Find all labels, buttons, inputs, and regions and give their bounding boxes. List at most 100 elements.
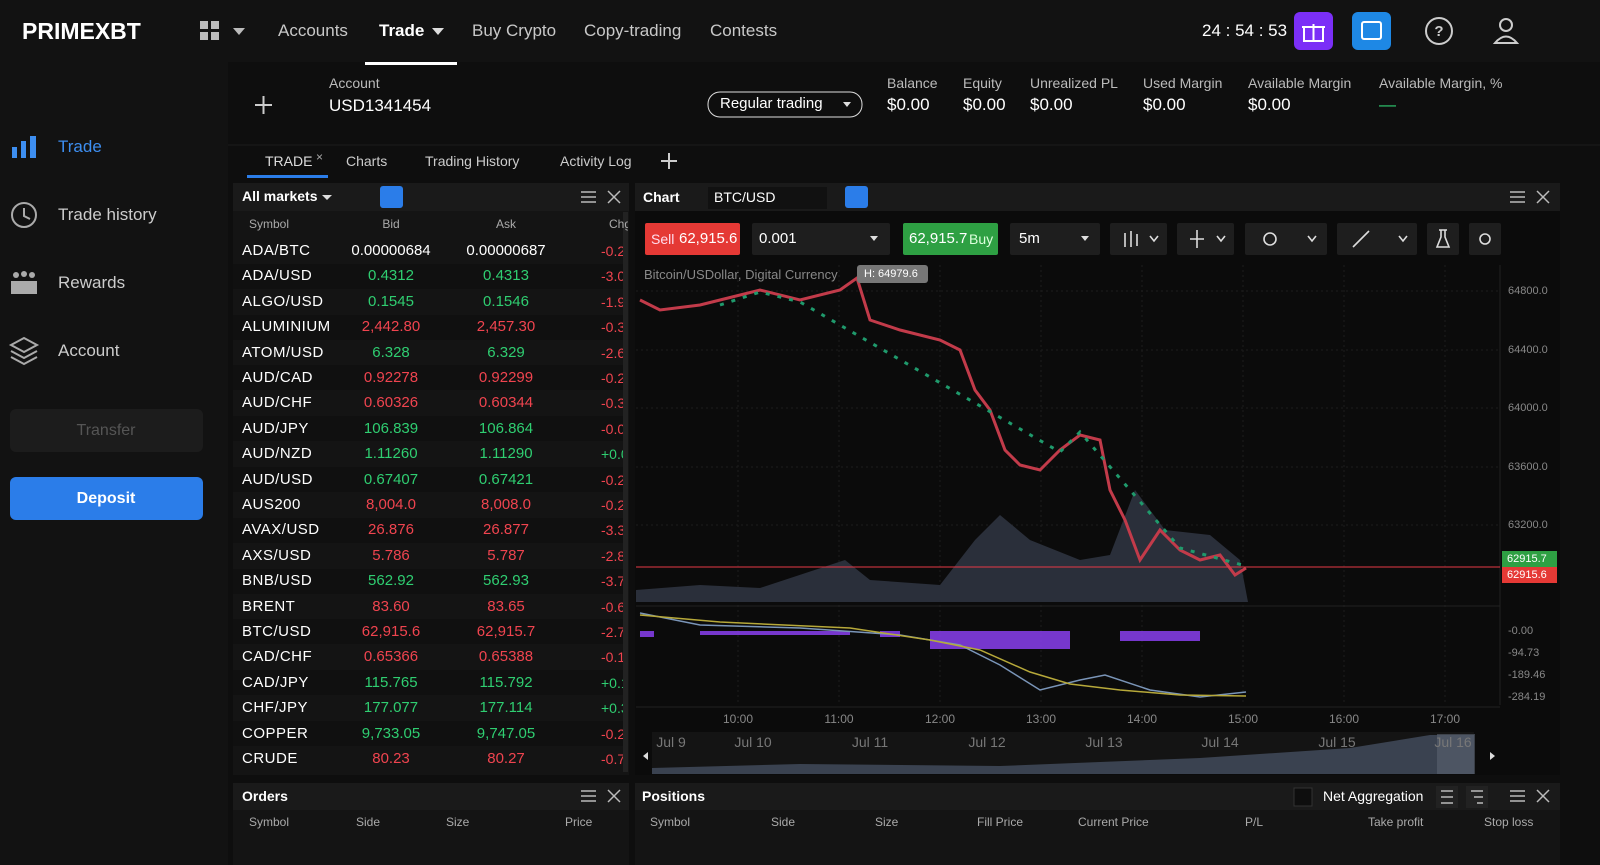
deposit-button[interactable]	[10, 477, 203, 520]
market-bid: 83.60	[372, 597, 410, 615]
market-symbol[interactable]: CRUDE	[242, 750, 298, 767]
quantity[interactable]: 0.001	[759, 230, 797, 247]
chart-menu[interactable]	[1510, 190, 1550, 204]
market-symbol[interactable]: COPPER	[242, 724, 309, 742]
market-symbol[interactable]: ALGO/USD	[242, 292, 324, 310]
sidebar-item[interactable]: Rewards	[58, 273, 126, 292]
market-symbol[interactable]: CAD/CHF	[242, 648, 313, 666]
symbol-box[interactable]	[708, 187, 827, 209]
column-header: Symbol	[249, 815, 290, 829]
nav-item[interactable]: Accounts	[278, 21, 348, 40]
tab[interactable]: Trading History	[425, 153, 520, 169]
column-header: Stop loss	[1484, 815, 1534, 829]
stat-label: Available Margin	[1248, 75, 1352, 91]
buy-label[interactable]: Buy	[969, 231, 994, 247]
price-tick-label: 63200.0	[1508, 519, 1548, 531]
tab[interactable]: Activity Log	[560, 153, 632, 169]
price-tick-label: 63600.0	[1508, 461, 1548, 473]
stat-value: —	[1379, 95, 1396, 114]
navigator-window[interactable]	[1437, 734, 1475, 774]
add-tab[interactable]	[661, 153, 677, 169]
orders-menu[interactable]	[581, 789, 621, 803]
quantity-box[interactable]	[752, 223, 890, 255]
transfer-label[interactable]: Transfer	[76, 422, 136, 439]
buy-price[interactable]: 62,915.7	[909, 230, 968, 247]
tab[interactable]: Charts	[346, 153, 388, 169]
interval-caret	[1081, 236, 1089, 241]
nav-item[interactable]: Contests	[710, 21, 778, 40]
market-symbol[interactable]: BTC/USD	[242, 623, 312, 640]
market-symbol[interactable]: AUD/USD	[242, 470, 314, 488]
sidebar-item[interactable]: Trade	[58, 137, 102, 156]
market-chg: -2.6	[601, 344, 623, 361]
market-symbol[interactable]: AUS200	[242, 496, 301, 513]
time-tick-label: 12:00	[924, 712, 956, 726]
market-symbol[interactable]: ALUMINIUM	[242, 318, 331, 336]
tab[interactable]: TRADE	[265, 153, 313, 169]
stat-label: Unrealized PL	[1030, 75, 1118, 91]
series-name: Bitcoin/USDollar, Digital Currency	[644, 267, 838, 282]
mode-label[interactable]: Regular trading	[720, 95, 823, 112]
navigator-label: Jul 15	[1318, 734, 1356, 750]
market-ask: 80.27	[487, 750, 525, 767]
sell-label[interactable]: Sell	[651, 231, 675, 247]
market-symbol[interactable]: AUD/NZD	[242, 445, 313, 463]
buy-button[interactable]	[903, 223, 998, 255]
help-icon[interactable]	[1425, 17, 1453, 45]
sidebar-item[interactable]: Account	[58, 341, 120, 360]
market-symbol[interactable]: ATOM/USD	[242, 343, 324, 361]
market-ask: 1.11290	[479, 445, 533, 463]
deposit-label[interactable]: Deposit	[76, 490, 136, 507]
chart-link-icon[interactable]	[845, 186, 868, 208]
interval-box[interactable]	[1010, 223, 1100, 255]
market-ask: 0.67421	[478, 470, 534, 488]
nav-item[interactable]: Copy-trading	[584, 21, 682, 40]
nav-caret	[432, 28, 444, 35]
net-aggregation[interactable]: Net Aggregation	[1323, 788, 1424, 804]
market-ask: 6.329	[487, 343, 525, 361]
market-symbol[interactable]: BNB/USD	[242, 572, 313, 590]
market-symbol[interactable]: ADA/USD	[242, 267, 313, 285]
interval[interactable]: 5m	[1019, 230, 1040, 247]
time-tick-label: 14:00	[1126, 712, 1158, 726]
markets-title[interactable]: All markets	[242, 188, 318, 204]
navigator-label: Jul 13	[1085, 734, 1123, 750]
markets-menu[interactable]	[581, 190, 621, 204]
market-ask: 8,008.0	[480, 496, 532, 513]
market-bid: 6.328	[372, 343, 410, 361]
market-symbol[interactable]: ADA/BTC	[242, 242, 311, 259]
sidebar-item[interactable]: Trade history	[58, 205, 157, 224]
nav-item[interactable]: Trade	[379, 21, 425, 40]
net-aggregation-checkbox[interactable]	[1293, 787, 1313, 807]
positions-menu[interactable]	[1436, 786, 1550, 808]
market-symbol[interactable]: AUD/JPY	[242, 419, 309, 437]
chart-symbol[interactable]: BTC/USD	[714, 189, 776, 205]
link-icon[interactable]	[380, 186, 403, 208]
market-symbol[interactable]: AVAX/USD	[242, 521, 320, 539]
add-account[interactable]	[255, 96, 272, 114]
nav-item[interactable]: Buy Crypto	[472, 21, 557, 40]
price-tick-label: 64800.0	[1508, 285, 1548, 297]
deposit-icon-button[interactable]	[1352, 12, 1391, 50]
market-chg: +0.0	[601, 446, 623, 463]
market-symbol[interactable]: AXS/USD	[242, 546, 312, 564]
tab-close[interactable]: ×	[316, 150, 323, 164]
market-symbol[interactable]: BRENT	[242, 597, 296, 615]
wallet-icon	[1361, 21, 1382, 40]
market-bid: 0.4312	[368, 267, 414, 285]
market-symbol[interactable]: AUD/CAD	[242, 369, 314, 386]
user-icon[interactable]	[1492, 18, 1520, 44]
market-bid: 0.65366	[363, 648, 419, 666]
row-bg	[233, 568, 623, 594]
sell-button[interactable]	[645, 223, 740, 255]
market-symbol[interactable]: CAD/JPY	[242, 673, 309, 691]
transfer-button[interactable]	[10, 409, 203, 452]
row-bg	[233, 670, 623, 696]
row-bg	[233, 517, 623, 543]
sell-price[interactable]: 62,915.6	[679, 230, 738, 247]
market-bid: 106.839	[363, 419, 419, 437]
market-symbol[interactable]: CHF/JPY	[242, 699, 309, 717]
market-ask: 5.787	[487, 546, 525, 564]
mode-select[interactable]	[707, 91, 863, 118]
market-symbol[interactable]: AUD/CHF	[242, 394, 313, 412]
